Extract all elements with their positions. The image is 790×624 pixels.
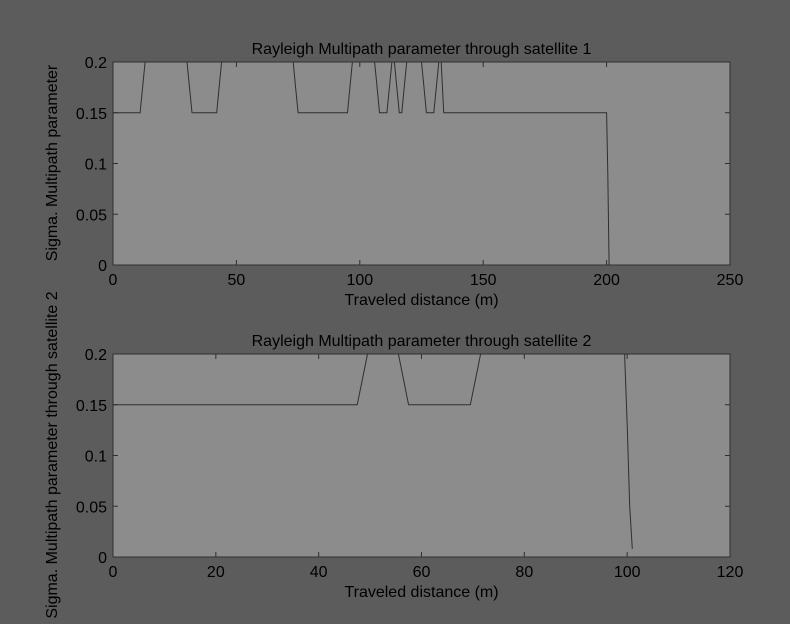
series-line [113, 61, 610, 266]
x-axis-label: Traveled distance (m) [344, 584, 498, 601]
x-tick-label: 0 [109, 272, 118, 289]
y-tick-label: 0.05 [76, 207, 107, 224]
y-axis-label-1: Sigma. Multipath parameter [44, 64, 61, 261]
x-axis-label: Traveled distance (m) [344, 292, 498, 309]
x-tick-label: 250 [717, 272, 744, 289]
series-line [113, 353, 633, 549]
subplot-1: Rayleigh Multipath parameter through sat… [76, 41, 744, 309]
x-tick-label: 100 [346, 272, 373, 289]
chart-title: Rayleigh Multipath parameter through sat… [252, 333, 592, 350]
y-tick-label: 0 [98, 258, 107, 275]
x-tick-label: 150 [470, 272, 497, 289]
chart-title: Rayleigh Multipath parameter through sat… [252, 41, 592, 58]
y-tick-label: 0.2 [85, 55, 107, 72]
x-tick-label: 50 [228, 272, 246, 289]
y-tick-label: 0.2 [85, 347, 107, 364]
y-tick-label: 0.1 [85, 449, 107, 466]
y-tick-label: 0.05 [76, 499, 107, 516]
x-tick-label: 0 [109, 564, 118, 581]
x-tick-label: 40 [310, 564, 328, 581]
plot-area [112, 61, 731, 266]
x-tick-label: 100 [614, 564, 641, 581]
x-tick-label: 80 [515, 564, 533, 581]
y-tick-label: 0.1 [85, 157, 107, 174]
y-tick-label: 0 [98, 550, 107, 567]
x-tick-label: 60 [413, 564, 431, 581]
plot-area [112, 353, 731, 558]
y-axis-label-2: Sigma. Multipath parameter through satel… [44, 291, 61, 618]
y-tick-label: 0.15 [76, 106, 107, 123]
y-tick-label: 0.15 [76, 398, 107, 415]
subplot-2: Rayleigh Multipath parameter through sat… [76, 333, 744, 601]
x-tick-label: 20 [207, 564, 225, 581]
x-tick-label: 120 [717, 564, 744, 581]
x-tick-label: 200 [593, 272, 620, 289]
